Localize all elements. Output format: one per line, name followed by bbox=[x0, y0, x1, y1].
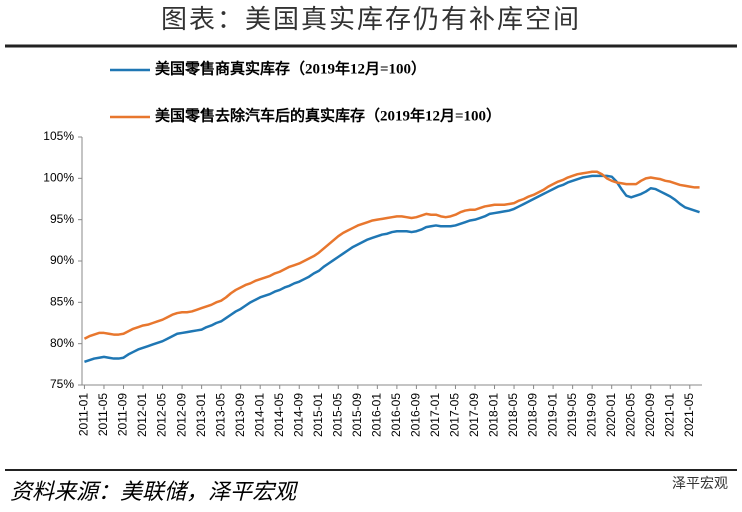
y-tick-label: 85% bbox=[50, 295, 74, 309]
source: 资料来源：美联储，泽平宏观 bbox=[10, 479, 299, 504]
x-tick-label: 2020-09 bbox=[643, 393, 657, 437]
x-tick-label: 2020-01 bbox=[604, 393, 618, 437]
x-tick-label: 2014-05 bbox=[272, 393, 286, 437]
x-tick-label: 2011-01 bbox=[77, 393, 91, 436]
x-tick-label: 2020-05 bbox=[623, 393, 637, 437]
legend-label: 美国零售商真实库存（2019年12月=100） bbox=[155, 59, 426, 77]
x-tick-label: 2021-01 bbox=[662, 393, 676, 437]
x-tick-label: 2019-09 bbox=[584, 393, 598, 437]
x-tick-label: 2011-05 bbox=[96, 393, 110, 436]
x-tick-label: 2014-01 bbox=[252, 393, 266, 437]
chart-title: 图表：美国真实库存仍有补库空间 bbox=[161, 5, 581, 34]
x-tick-label: 2018-09 bbox=[526, 393, 540, 437]
series-line bbox=[83, 170, 700, 340]
x-tick-label: 2018-01 bbox=[487, 393, 501, 437]
x-tick-label: 2016-09 bbox=[409, 393, 423, 437]
y-tick-label: 90% bbox=[50, 253, 74, 267]
x-tick-label: 2017-01 bbox=[428, 393, 442, 437]
y-tick-label: 75% bbox=[50, 377, 74, 391]
x-tick-label: 2018-05 bbox=[506, 393, 520, 437]
y-tick-label: 95% bbox=[50, 212, 74, 226]
y-tick-label: 100% bbox=[43, 171, 74, 185]
x-tick-label: 2013-09 bbox=[233, 393, 247, 437]
x-tick-label: 2012-05 bbox=[155, 393, 169, 437]
x-tick-label: 2015-01 bbox=[311, 393, 325, 437]
x-tick-label: 2017-05 bbox=[448, 393, 462, 437]
x-tick-label: 2013-01 bbox=[194, 393, 208, 437]
x-tick-label: 2014-09 bbox=[291, 393, 305, 437]
x-tick-label: 2021-05 bbox=[682, 393, 696, 437]
x-tick-label: 2012-01 bbox=[135, 393, 149, 437]
series-line bbox=[84, 174, 700, 364]
x-tick-label: 2016-01 bbox=[370, 393, 384, 437]
y-tick-label: 80% bbox=[50, 336, 74, 350]
legend-label: 美国零售去除汽车后的真实库存（2019年12月=100） bbox=[155, 106, 501, 124]
x-tick-label: 2012-09 bbox=[174, 393, 188, 437]
x-tick-label: 2016-05 bbox=[389, 393, 403, 437]
x-tick-label: 2015-09 bbox=[350, 393, 364, 437]
x-tick-label: 2019-01 bbox=[545, 393, 559, 437]
x-tick-label: 2015-05 bbox=[330, 393, 344, 437]
watermark: 泽平宏观 bbox=[672, 476, 728, 492]
x-tick-label: 2011-09 bbox=[116, 393, 130, 436]
x-tick-label: 2013-05 bbox=[213, 393, 227, 437]
x-tick-label: 2017-09 bbox=[467, 393, 481, 437]
x-tick-label: 2019-05 bbox=[565, 393, 579, 437]
y-tick-label: 105% bbox=[43, 129, 74, 143]
